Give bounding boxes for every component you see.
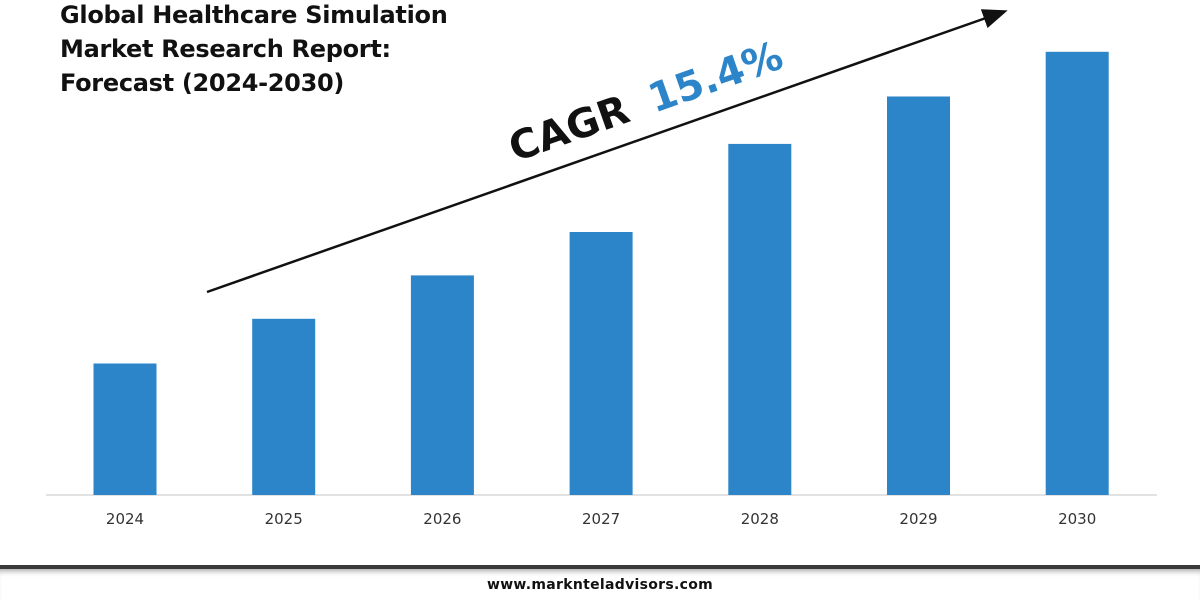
chart-title-line-3: Forecast (2024-2030) bbox=[60, 69, 345, 97]
cagr-value: 15.4% bbox=[643, 33, 789, 122]
footer-bar bbox=[0, 565, 1200, 600]
footer-url: www.marknteladvisors.com bbox=[486, 577, 714, 593]
x-tick-labels: 2024 2025 2026 2027 2028 2029 2030 bbox=[106, 510, 1096, 528]
bar-series bbox=[93, 51, 1109, 496]
x-tick-label-2027: 2027 bbox=[582, 510, 620, 528]
bar-2026 bbox=[410, 275, 474, 495]
bar-2030 bbox=[1045, 51, 1109, 496]
chart-title-line-2: Market Research Report: bbox=[60, 35, 391, 63]
chart-title: Global Healthcare Simulation Market Rese… bbox=[60, 0, 448, 100]
cagr-label: CAGR bbox=[503, 87, 635, 172]
bar-2025 bbox=[252, 318, 316, 495]
bar-2028 bbox=[728, 143, 792, 495]
bar-2024 bbox=[93, 363, 157, 495]
x-tick-label-2025: 2025 bbox=[265, 510, 303, 528]
growth-arrow bbox=[206, 9, 1008, 294]
x-tick-label-2024: 2024 bbox=[106, 510, 144, 528]
chart-title-line-1: Global Healthcare Simulation bbox=[60, 1, 448, 29]
x-tick-label-2026: 2026 bbox=[423, 510, 461, 528]
bar-2029 bbox=[887, 96, 950, 495]
x-tick-label-2028: 2028 bbox=[741, 510, 779, 528]
x-tick-label-2030: 2030 bbox=[1058, 510, 1096, 528]
x-tick-label-2029: 2029 bbox=[899, 510, 937, 528]
bar-2027 bbox=[569, 232, 633, 495]
